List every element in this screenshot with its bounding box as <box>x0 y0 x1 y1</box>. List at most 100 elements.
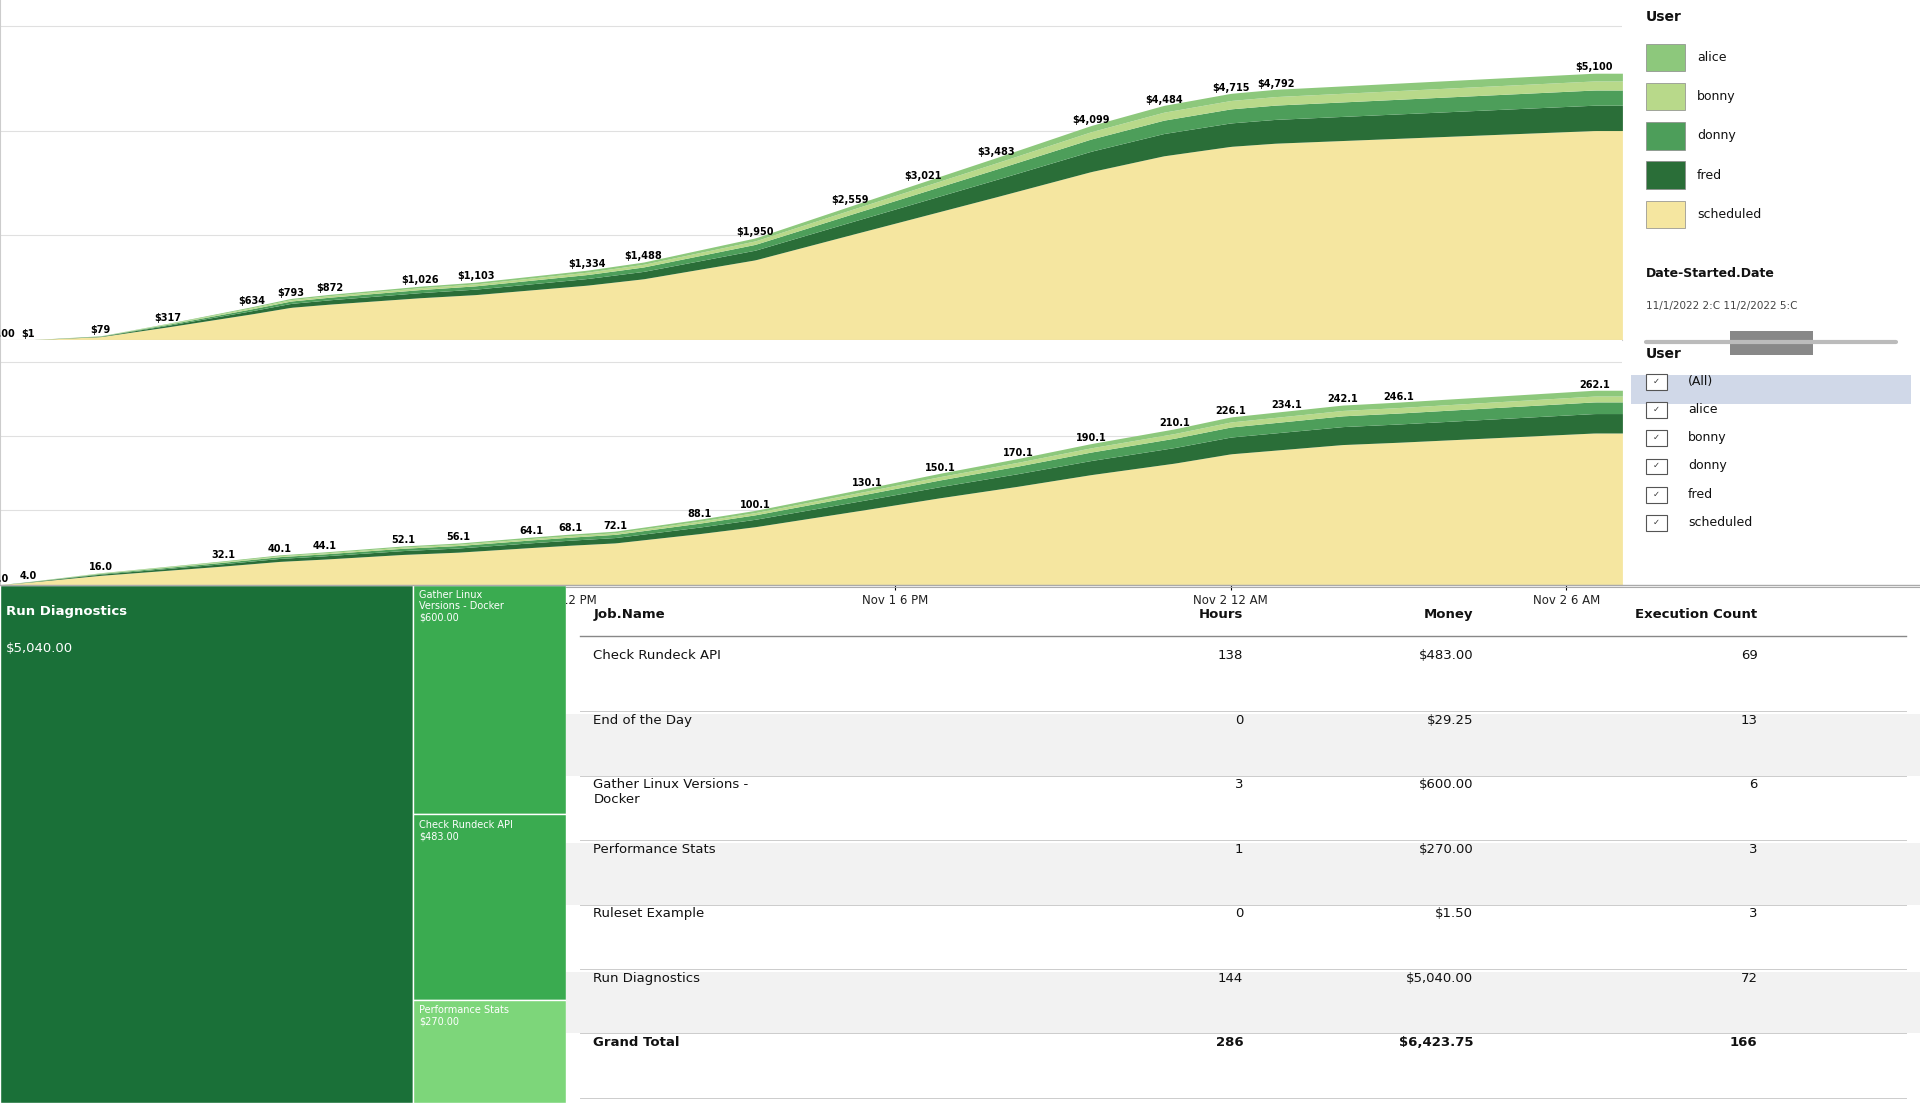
Text: 0: 0 <box>1235 714 1242 727</box>
Bar <box>1645 403 1667 418</box>
Text: alice: alice <box>1697 51 1726 64</box>
Text: $317: $317 <box>154 312 180 322</box>
Text: scheduled: scheduled <box>1688 516 1753 528</box>
Text: 0: 0 <box>1235 907 1242 920</box>
Text: $634: $634 <box>238 296 265 306</box>
Text: $4,715: $4,715 <box>1212 83 1250 93</box>
Text: $600.00: $600.00 <box>1419 779 1473 791</box>
Bar <box>1645 83 1686 110</box>
Text: Gather Linux
Versions - Docker
$600.00: Gather Linux Versions - Docker $600.00 <box>419 590 505 623</box>
Text: 1: 1 <box>1235 843 1242 856</box>
Text: Hours: Hours <box>1198 608 1242 621</box>
Text: $5,040.00: $5,040.00 <box>6 642 73 654</box>
Text: $5,040.00: $5,040.00 <box>1405 972 1473 985</box>
Text: scheduled: scheduled <box>1697 207 1761 221</box>
Text: 150.1: 150.1 <box>925 462 956 473</box>
Text: 234.1: 234.1 <box>1271 400 1302 410</box>
Text: 138: 138 <box>1217 650 1242 663</box>
Bar <box>1645 122 1686 150</box>
Text: $29.25: $29.25 <box>1427 714 1473 727</box>
Bar <box>1645 459 1667 474</box>
Text: 11/1/2022 2:C 11/2/2022 5:C: 11/1/2022 2:C 11/2/2022 5:C <box>1645 301 1797 311</box>
Text: $4,099: $4,099 <box>1071 115 1110 125</box>
Text: fred: fred <box>1688 488 1713 501</box>
Text: 286: 286 <box>1215 1036 1242 1049</box>
Text: Money: Money <box>1425 608 1473 621</box>
Text: 44.1: 44.1 <box>313 542 336 552</box>
Bar <box>0 585 413 1103</box>
Text: $483.00: $483.00 <box>1419 650 1473 663</box>
Text: 242.1: 242.1 <box>1327 395 1357 405</box>
Text: $3,483: $3,483 <box>977 147 1014 157</box>
Bar <box>1645 430 1667 447</box>
Text: $5,100: $5,100 <box>1576 63 1613 73</box>
Text: 72.1: 72.1 <box>603 521 628 531</box>
Text: Check Rundeck API
$483.00: Check Rundeck API $483.00 <box>419 820 513 842</box>
Text: $1,103: $1,103 <box>457 271 493 281</box>
Text: $4,792: $4,792 <box>1258 78 1294 88</box>
Text: $1,334: $1,334 <box>568 259 607 269</box>
Bar <box>1645 201 1686 227</box>
Text: fred: fred <box>1697 169 1722 182</box>
Text: $1,488: $1,488 <box>624 251 662 261</box>
Text: 3: 3 <box>1235 779 1242 791</box>
Text: (All): (All) <box>1688 375 1713 388</box>
Text: $1: $1 <box>21 329 35 339</box>
Text: $1,026: $1,026 <box>401 276 438 286</box>
Text: 6: 6 <box>1749 779 1757 791</box>
Bar <box>1645 486 1667 503</box>
Text: 246.1: 246.1 <box>1382 392 1413 401</box>
Text: 3: 3 <box>1749 907 1757 920</box>
Text: $1.50: $1.50 <box>1436 907 1473 920</box>
Text: 190.1: 190.1 <box>1075 433 1106 443</box>
Text: donny: donny <box>1697 129 1736 142</box>
Text: Grand Total: Grand Total <box>593 1036 680 1049</box>
Text: $270.00: $270.00 <box>1419 843 1473 856</box>
Text: 88.1: 88.1 <box>687 508 712 518</box>
Text: Execution Count: Execution Count <box>1636 608 1757 621</box>
Text: User: User <box>1645 347 1682 361</box>
Text: 32.1: 32.1 <box>211 550 236 560</box>
Text: 262.1: 262.1 <box>1578 379 1609 389</box>
Text: 52.1: 52.1 <box>392 535 415 545</box>
Text: Gather Linux Versions -
Docker: Gather Linux Versions - Docker <box>593 779 749 806</box>
Text: $793: $793 <box>276 288 305 298</box>
Text: ✓: ✓ <box>1653 377 1661 386</box>
Text: 13: 13 <box>1741 714 1757 727</box>
Text: Job.Name: Job.Name <box>593 608 664 621</box>
Text: 100.1: 100.1 <box>739 500 770 510</box>
Text: 170.1: 170.1 <box>1002 448 1033 458</box>
Text: 68.1: 68.1 <box>559 524 582 534</box>
Text: 166: 166 <box>1730 1036 1757 1049</box>
Bar <box>413 999 566 1103</box>
Bar <box>566 714 1920 775</box>
Text: 226.1: 226.1 <box>1215 406 1246 416</box>
Text: donny: donny <box>1688 460 1726 472</box>
Text: $2,559: $2,559 <box>831 195 870 205</box>
Bar <box>1645 44 1686 72</box>
Text: 72: 72 <box>1741 972 1757 985</box>
Text: 56.1: 56.1 <box>447 533 470 543</box>
Text: 16.0: 16.0 <box>88 563 113 572</box>
Text: 64.1: 64.1 <box>520 526 543 536</box>
Text: Check Rundeck API: Check Rundeck API <box>593 650 722 663</box>
Text: $79: $79 <box>90 325 111 335</box>
Text: ✓: ✓ <box>1653 405 1661 414</box>
Text: $6,423.75: $6,423.75 <box>1400 1036 1473 1049</box>
Text: End of the Day: End of the Day <box>593 714 693 727</box>
Text: 4.0: 4.0 <box>19 571 36 581</box>
Text: ✓: ✓ <box>1653 461 1661 470</box>
Bar <box>1730 331 1812 355</box>
Text: $0.00: $0.00 <box>0 329 15 339</box>
Bar <box>1632 375 1910 404</box>
Text: 3: 3 <box>1749 843 1757 856</box>
Bar <box>566 972 1920 1034</box>
Bar <box>413 585 566 814</box>
Text: $872: $872 <box>317 283 344 293</box>
Text: $1,950: $1,950 <box>737 227 774 237</box>
Text: 0.0: 0.0 <box>0 574 8 583</box>
Text: bonny: bonny <box>1697 90 1736 104</box>
Bar <box>1645 515 1667 531</box>
Text: $3,021: $3,021 <box>904 171 943 181</box>
Bar <box>1645 374 1667 390</box>
